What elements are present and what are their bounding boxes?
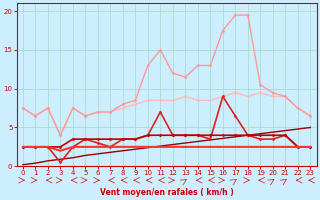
X-axis label: Vent moyen/en rafales ( km/h ): Vent moyen/en rafales ( km/h ) (100, 188, 234, 197)
